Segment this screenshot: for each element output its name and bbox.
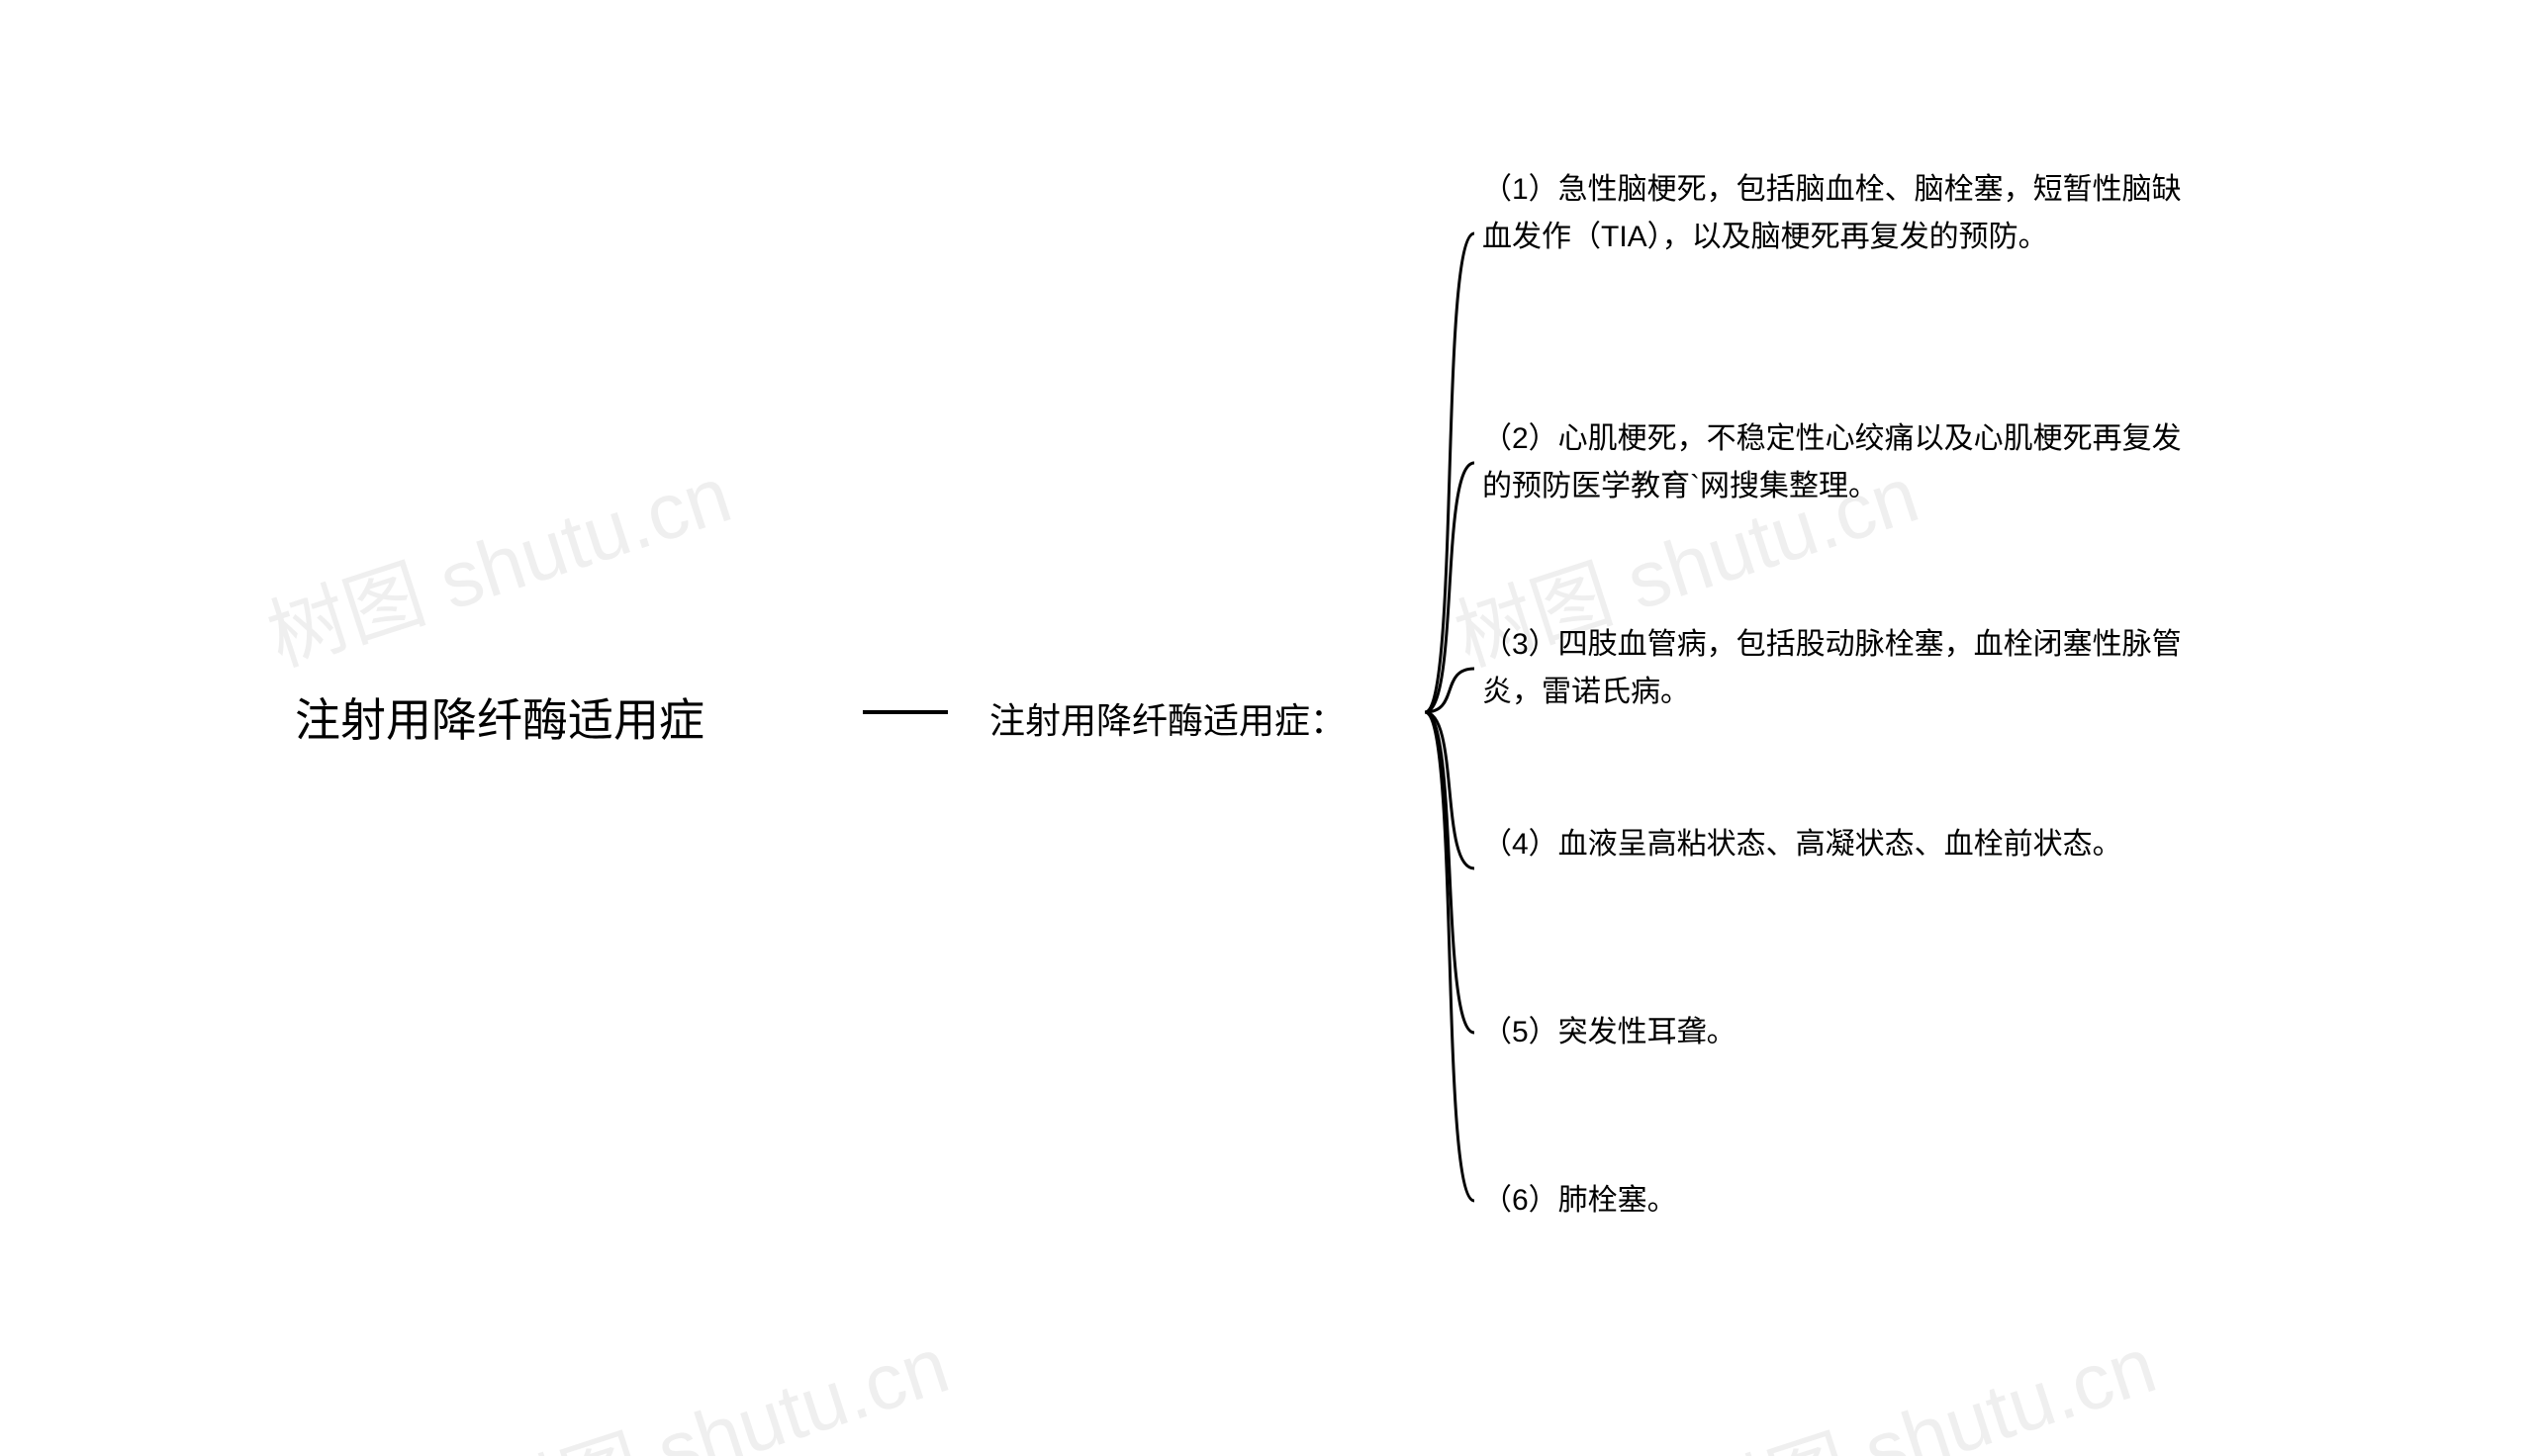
watermark: 树图 shutu.cn bbox=[469, 1302, 961, 1456]
leaf-node: （2）心肌梗死，不稳定性心绞痛以及心肌梗死再复发的预防医学教育`网搜集整理。 bbox=[1482, 415, 2195, 510]
mindmap-canvas: 树图 shutu.cn 树图 shutu.cn 树图 shutu.cn 树图 s… bbox=[0, 0, 2533, 1456]
watermark: 树图 shutu.cn bbox=[1676, 1302, 2168, 1456]
level1-node: 注射用降纤酶适用症： bbox=[989, 692, 1346, 750]
watermark: 树图 shutu.cn bbox=[251, 431, 743, 688]
leaf-node: （1）急性脑梗死，包括脑血栓、脑栓塞，短暂性脑缺血发作（TIA），以及脑梗死再复… bbox=[1482, 166, 2195, 261]
leaf-node: （6）肺栓塞。 bbox=[1482, 1177, 2195, 1225]
leaf-node: （5）突发性耳聋。 bbox=[1482, 1009, 2195, 1056]
leaf-node: （4）血液呈高粘状态、高凝状态、血栓前状态。 bbox=[1482, 821, 2195, 868]
root-node: 注射用降纤酶适用症 bbox=[295, 684, 704, 758]
leaf-node: （3）四肢血管病，包括股动脉栓塞，血栓闭塞性脉管炎，雷诺氏病。 bbox=[1482, 621, 2195, 716]
